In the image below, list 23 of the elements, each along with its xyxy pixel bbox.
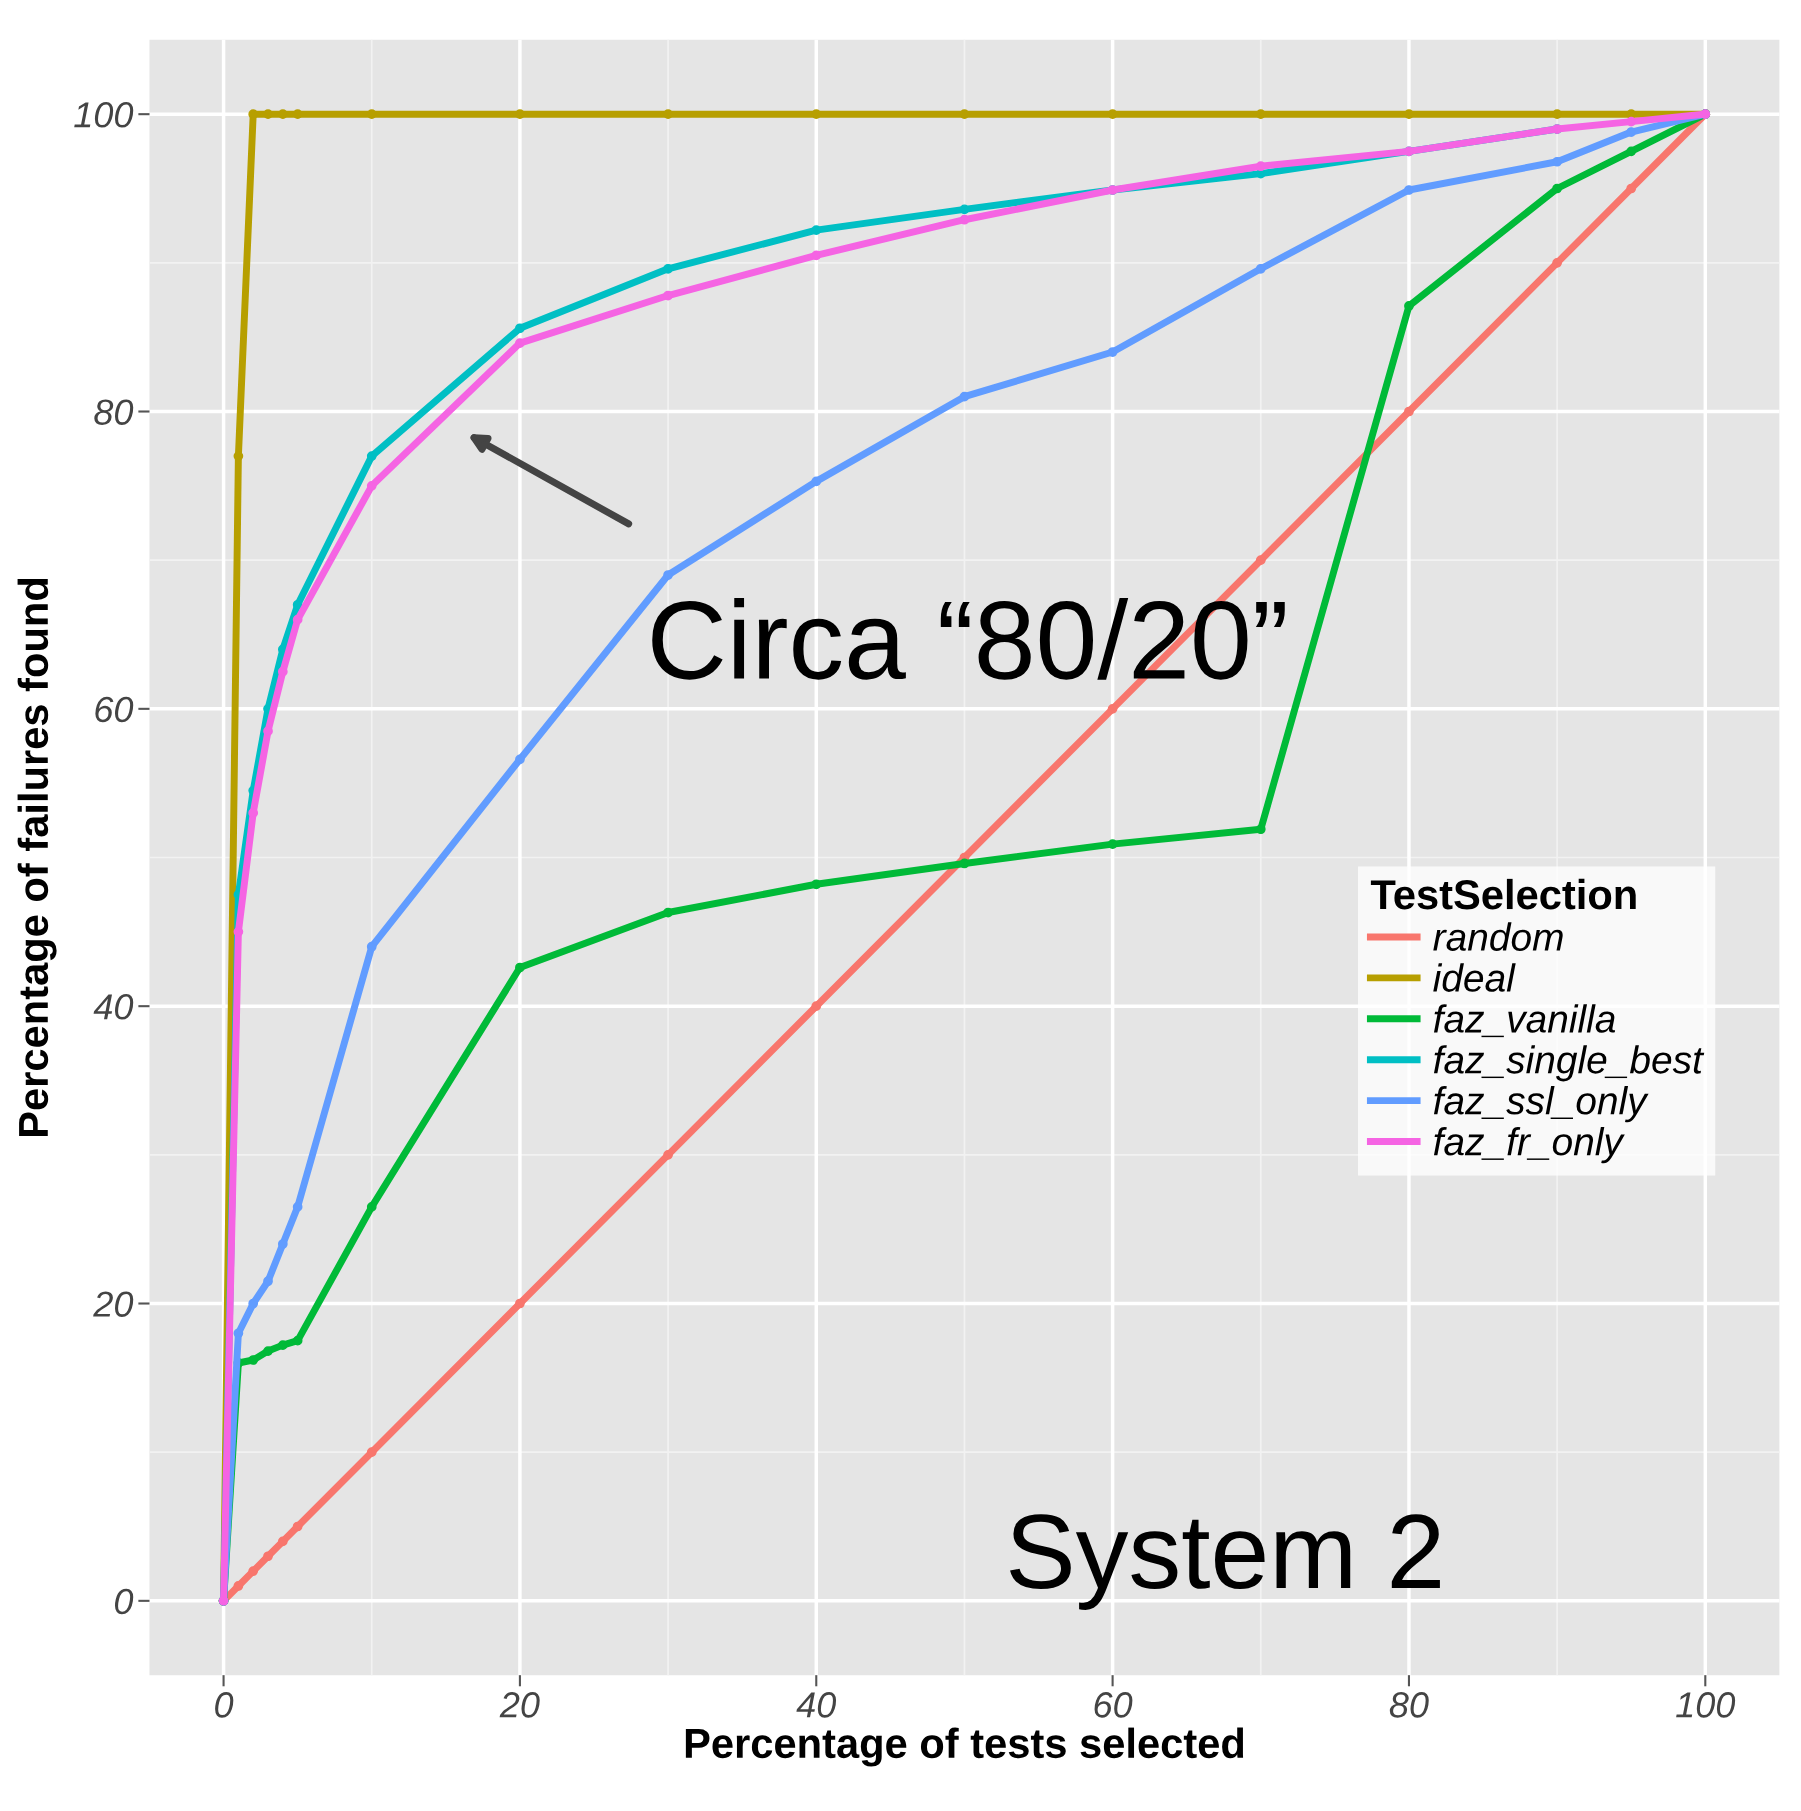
legend-label: faz_ssl_only — [1433, 1086, 1649, 1123]
legend-label: random — [1433, 922, 1563, 951]
x-tick-label: 80 — [1389, 1692, 1429, 1718]
y-axis-title: Percentage of failures found — [17, 578, 57, 1136]
annotation: Circa “80/20” — [652, 598, 1285, 680]
x-axis-title: Percentage of tests selected — [685, 1727, 1244, 1767]
y-tick-label: 80 — [94, 399, 134, 425]
x-tick-label: 100 — [1676, 1692, 1736, 1718]
legend-title: TestSelection — [1370, 878, 1636, 910]
x-tick-label: 0 — [215, 1692, 234, 1718]
legend-label: faz_vanilla — [1433, 1004, 1616, 1038]
y-tick-label: 40 — [93, 994, 134, 1020]
legend-label: faz_single_best — [1433, 1045, 1705, 1082]
y-tick-label: 0 — [115, 1588, 134, 1615]
annotation: System 2 — [1010, 1514, 1440, 1610]
x-tick-label: 20 — [499, 1692, 540, 1718]
x-tick-label: 60 — [1094, 1692, 1133, 1718]
legend-label: faz_fr_only — [1433, 1126, 1625, 1164]
x-tick-label: 40 — [796, 1692, 837, 1718]
y-tick-label: 60 — [95, 696, 134, 723]
y-tick-label: 100 — [74, 102, 134, 128]
y-tick-label: 20 — [93, 1291, 134, 1317]
legend-label: ideal — [1433, 963, 1516, 992]
